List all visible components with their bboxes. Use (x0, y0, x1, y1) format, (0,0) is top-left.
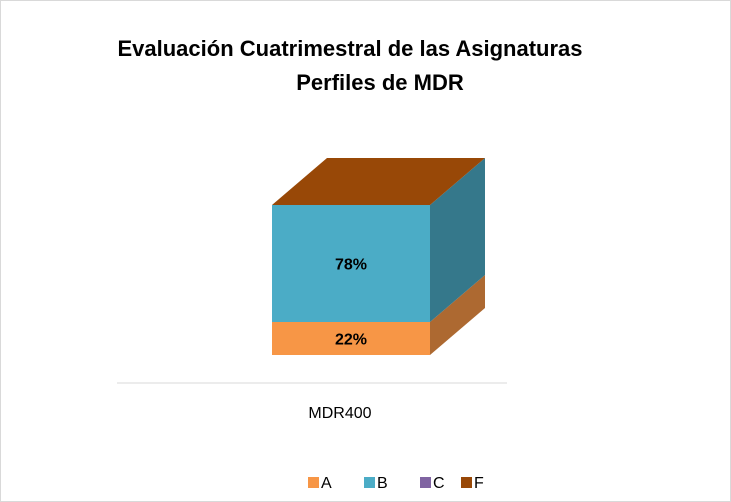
legend-swatch (364, 477, 375, 488)
legend-label: B (377, 475, 388, 492)
bar-front (272, 205, 430, 322)
bar-front (272, 322, 430, 355)
legend-swatch (308, 477, 319, 488)
legend-swatch (420, 477, 431, 488)
legend-swatch (461, 477, 472, 488)
bar-side (430, 158, 485, 322)
legend-label: A (321, 475, 332, 492)
legend-label: C (433, 475, 445, 492)
chart-title: Perfiles de MDR (296, 70, 464, 95)
legend-label: F (474, 475, 484, 492)
x-tick-label: MDR400 (308, 405, 371, 422)
data-label: 22% (335, 332, 367, 349)
data-label: 78% (335, 257, 367, 274)
bar-top (272, 158, 485, 205)
chart-title: Evaluación Cuatrimestral de las Asignatu… (117, 36, 582, 61)
bar-side (430, 275, 485, 355)
